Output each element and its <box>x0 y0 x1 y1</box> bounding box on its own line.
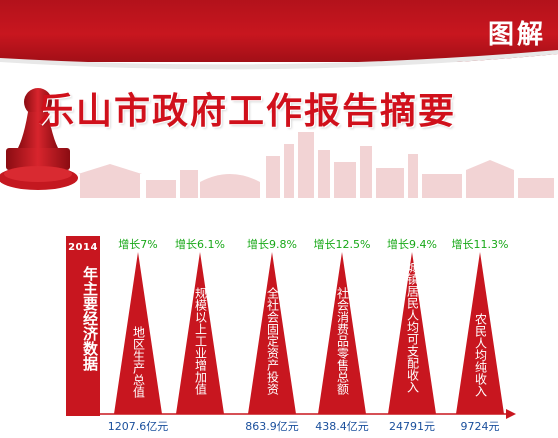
value-label: 24791元 <box>389 420 435 433</box>
x-axis-arrow <box>506 409 516 419</box>
category-label: 城镇居民人均可支配收入 <box>405 261 420 393</box>
city-skyline-illustration <box>78 132 554 198</box>
growth-label: 增长6.1% <box>175 238 225 251</box>
growth-label: 增长12.5% <box>313 238 371 251</box>
growth-label: 增长9.8% <box>247 238 297 251</box>
value-label: 9724元 <box>460 420 500 433</box>
growth-label: 增长11.3% <box>451 238 509 251</box>
year-panel <box>66 236 100 416</box>
page-title: 乐山市政府工作报告摘要 <box>38 91 457 132</box>
seal-stamp-icon <box>0 88 78 190</box>
category-label: 社会消费品零售总额 <box>335 287 350 395</box>
year-label: 2014 <box>68 242 98 253</box>
indicator-triangle <box>318 252 366 414</box>
year-heading: 年主要经济数据 <box>81 266 99 371</box>
category-label: 地区生产总值 <box>131 326 146 398</box>
indicator-triangle <box>114 252 162 414</box>
banner-curve <box>0 50 558 78</box>
header-banner <box>0 0 558 62</box>
value-label: 863.9亿元 <box>245 420 299 433</box>
category-label: 全社会固定资产投资 <box>265 287 280 395</box>
growth-label: 增长7% <box>118 238 158 251</box>
value-label: 1207.6亿元 <box>107 420 169 433</box>
indicator-triangle <box>248 252 296 414</box>
indicator-triangle <box>176 252 224 414</box>
category-label: 农民人均纯收入 <box>473 313 488 397</box>
indicator-triangle <box>456 252 504 414</box>
category-label: 规模以上工业增加值 <box>193 287 208 395</box>
growth-label: 增长9.4% <box>387 238 437 251</box>
value-label: 438.4亿元 <box>315 420 369 433</box>
infographic-badge: 图解 <box>487 20 546 50</box>
indicator-triangle <box>388 252 436 414</box>
